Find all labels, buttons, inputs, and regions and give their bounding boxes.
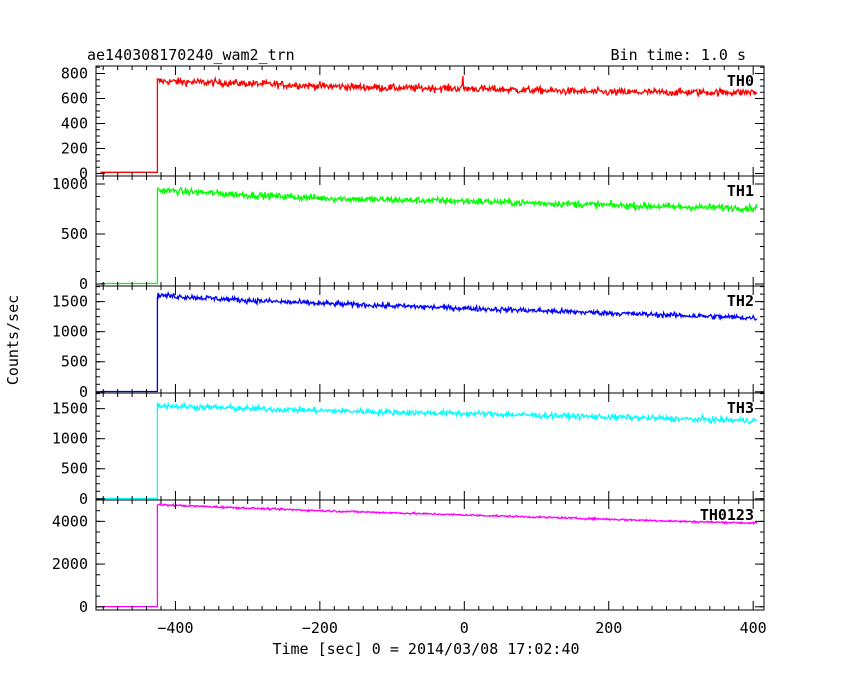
panel-frame xyxy=(95,499,765,611)
panel-th2: 0 500 1000 1500 TH2 xyxy=(52,285,765,401)
y-tick-label: 400 xyxy=(61,115,88,133)
y-tick-label: 0 xyxy=(79,383,88,401)
panel-th0: 0 200 400 600 800 TH0 xyxy=(61,65,765,183)
y-tick-label: 0 xyxy=(79,490,88,508)
y-axis-label: Counts/sec xyxy=(4,295,22,385)
panel-th3: 0 500 1000 1500 TH3 xyxy=(52,392,765,508)
x-tick-label: 400 xyxy=(740,619,767,637)
y-tick-label: 0 xyxy=(79,598,88,616)
y-tick-label: 800 xyxy=(61,65,88,83)
panel-label-th0123: TH0123 xyxy=(700,506,754,524)
light-curve-th3 xyxy=(100,400,758,500)
panel-label-th3: TH3 xyxy=(727,399,754,417)
y-tick-label: 500 xyxy=(61,225,88,243)
panel-th0123: 0 2000 4000 TH0123 xyxy=(52,499,765,616)
y-tick-label: 1500 xyxy=(52,400,88,418)
y-tick-label: 4000 xyxy=(52,512,88,530)
panels-group: 0 200 400 600 800 TH0 0 500 1000 TH1 0 500 1000 1500 T… xyxy=(52,65,765,616)
x-tick-label: −400 xyxy=(157,619,193,637)
y-tick-label: 200 xyxy=(61,140,88,158)
panel-frame xyxy=(95,285,765,394)
chart-title: ae140308170240_wam2_trn xyxy=(87,46,295,64)
y-tick-label: 500 xyxy=(61,460,88,478)
panel-label-th1: TH1 xyxy=(727,182,754,200)
light-curve-th2 xyxy=(100,291,758,393)
panel-th1: 0 500 1000 TH1 xyxy=(52,175,765,293)
x-tick-label: −200 xyxy=(302,619,338,637)
y-tick-label: 0 xyxy=(79,275,88,293)
x-axis-label: Time [sec] 0 = 2014/03/08 17:02:40 xyxy=(272,640,579,658)
light-curve-th1 xyxy=(100,186,758,285)
y-tick-label: 1000 xyxy=(52,323,88,341)
x-tick-label: 0 xyxy=(460,619,469,637)
y-tick-label: 600 xyxy=(61,90,88,108)
panel-label-th0: TH0 xyxy=(727,72,754,90)
panel-label-th2: TH2 xyxy=(727,292,754,310)
light-curve-th0 xyxy=(100,75,758,173)
y-tick-label: 1000 xyxy=(52,430,88,448)
x-tick-label: 200 xyxy=(595,619,622,637)
y-tick-label: 500 xyxy=(61,353,88,371)
y-tick-label: 1000 xyxy=(52,175,88,193)
y-tick-label: 2000 xyxy=(52,555,88,573)
bin-time-label: Bin time: 1.0 s xyxy=(611,46,746,64)
x-axis: −400 −200 0 200 400 xyxy=(157,619,766,637)
y-tick-label: 1500 xyxy=(52,293,88,311)
y-tick-label: 0 xyxy=(79,165,88,183)
light-curve-th0123 xyxy=(100,502,758,608)
